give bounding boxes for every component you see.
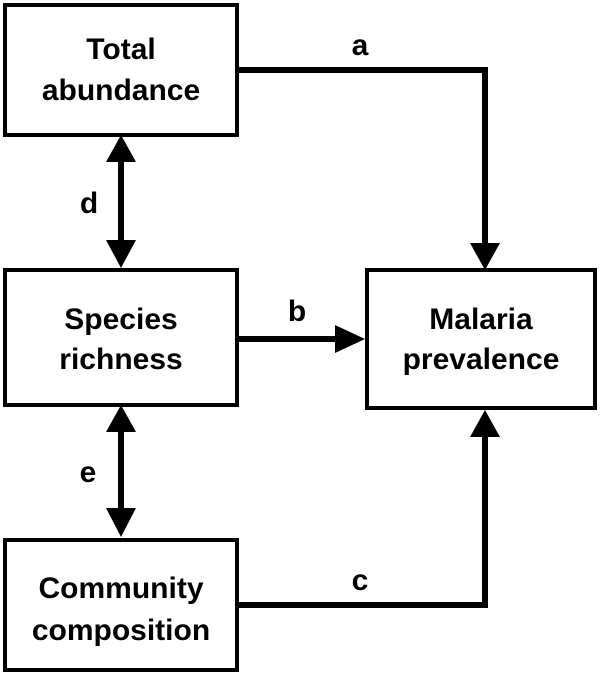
edge-e-arrowhead-top [106,405,136,432]
edge-a-line [237,67,488,245]
node-malaria-prevalence-box [365,268,597,410]
node-community-composition: Community composition [3,538,239,672]
node-community-composition-label-line1: Community [39,572,204,605]
node-total-abundance-label-line1: Total [86,33,155,66]
node-community-composition-box [3,538,239,672]
edge-d-arrowhead-bottom [106,240,136,268]
edge-d-arrowhead-top [106,135,136,162]
edge-d: d [80,135,136,268]
edge-e: e [80,405,136,537]
edge-a: a [237,29,500,270]
edge-c-label: c [352,564,369,597]
edge-b-label: b [288,295,306,328]
edge-d-label: d [80,187,98,220]
node-community-composition-label-line2: composition [32,614,210,647]
node-malaria-prevalence: Malaria prevalence [365,268,597,410]
edge-b-arrowhead [335,325,365,353]
node-total-abundance-box [3,3,239,137]
edge-a-label: a [352,29,369,62]
node-total-abundance: Total abundance [3,3,239,137]
node-total-abundance-label-line2: abundance [42,74,200,107]
edge-c-arrowhead [470,410,500,437]
node-species-richness-box [3,268,239,407]
edge-e-arrowhead-bottom [106,508,136,537]
edge-b: b [237,295,365,353]
edge-e-label: e [80,456,97,489]
node-malaria-prevalence-label-line1: Malaria [429,303,533,336]
node-species-richness: Species richness [3,268,239,407]
node-species-richness-label-line2: richness [59,343,182,376]
node-malaria-prevalence-label-line2: prevalence [403,343,560,376]
node-species-richness-label-line1: Species [64,303,177,336]
edge-a-arrowhead [470,243,500,270]
edge-c: c [237,410,500,608]
edge-c-line [237,435,488,608]
